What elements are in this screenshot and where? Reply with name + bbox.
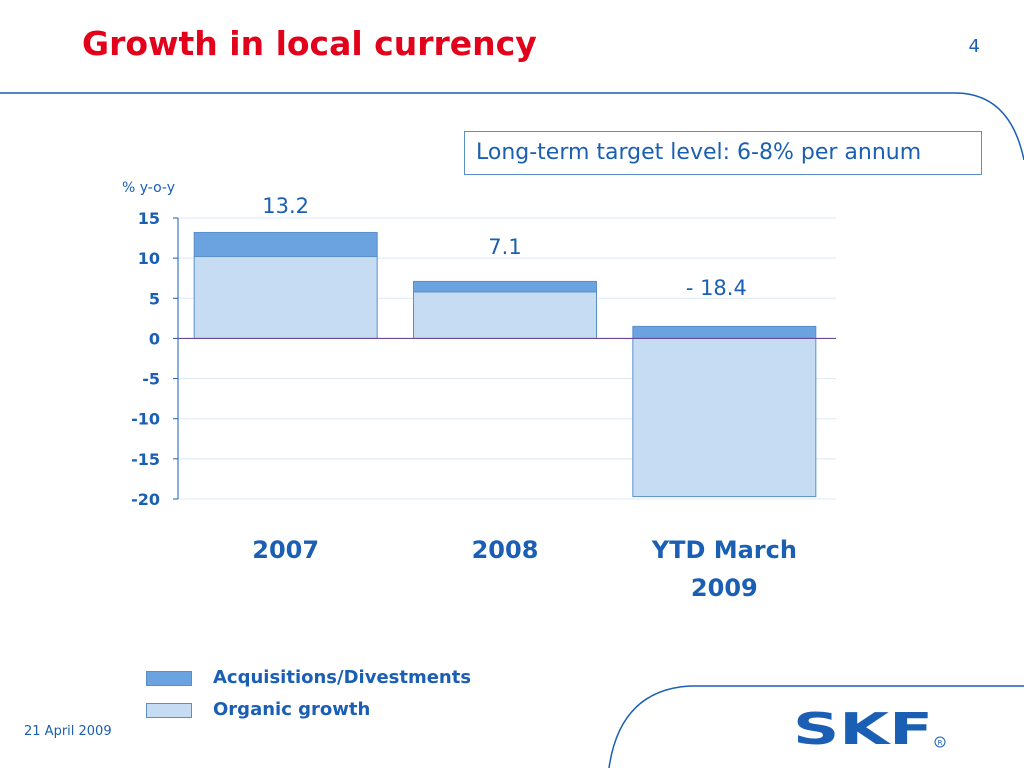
legend-label-organic: Organic growth — [213, 699, 371, 720]
y-tick-label: 10 — [138, 249, 160, 268]
legend-swatch-organic — [146, 703, 192, 718]
bar-total-label: - 18.4 — [686, 276, 747, 300]
svg-text:R: R — [938, 739, 943, 747]
bar-acquisitions — [413, 280, 597, 293]
header-curve-line — [0, 92, 1024, 161]
bar-acquisitions — [193, 231, 378, 258]
bar-organic — [632, 337, 817, 498]
slide-title: Growth in local currency — [82, 24, 537, 63]
y-tick-label: 5 — [149, 289, 160, 308]
y-tick-label: -10 — [131, 410, 160, 429]
x-category-label: 2009 — [691, 574, 758, 602]
bar-organic — [413, 291, 597, 339]
page-number: 4 — [968, 36, 980, 57]
logo-wordmark: SKF — [793, 708, 933, 752]
slide-date: 21 April 2009 — [24, 724, 112, 739]
bar-total-label: 13.2 — [262, 194, 309, 218]
footer-curve-line — [608, 685, 1024, 768]
target-note-text: Long-term target level: 6-8% per annum — [476, 140, 922, 165]
x-category-label: YTD March — [651, 536, 797, 564]
y-axis-label: % y-o-y — [122, 180, 175, 196]
legend-label-acquisitions: Acquisitions/Divestments — [213, 667, 472, 688]
x-category-label: 2008 — [472, 536, 539, 564]
target-note-box: Long-term target level: 6-8% per annum — [464, 131, 982, 175]
bar-acquisitions — [632, 325, 817, 339]
x-category-label: 2007 — [252, 536, 319, 564]
bar-total-label: 7.1 — [488, 235, 521, 259]
legend-swatch-acquisitions — [146, 671, 192, 686]
y-tick-label: -5 — [142, 370, 160, 389]
y-tick-label: 15 — [138, 209, 160, 228]
y-tick-label: -15 — [131, 450, 160, 469]
y-tick-label: 0 — [149, 329, 160, 348]
skf-logo: SKF R — [793, 708, 946, 752]
bar-organic — [193, 256, 378, 339]
y-tick-label: -20 — [131, 490, 160, 509]
